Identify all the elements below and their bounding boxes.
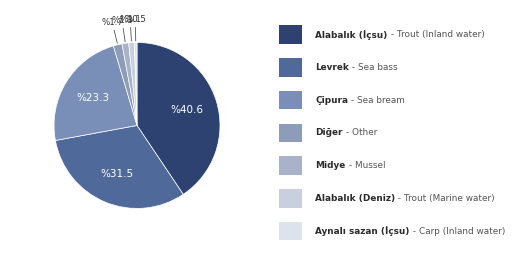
Bar (279, 25, 302, 44)
Text: - Sea bass: - Sea bass (349, 63, 398, 72)
Text: %1.1: %1.1 (119, 15, 141, 24)
Text: %23.3: %23.3 (76, 93, 109, 103)
Text: - Trout (Inland water): - Trout (Inland water) (387, 30, 484, 39)
Text: %1.3: %1.3 (111, 16, 133, 25)
Wedge shape (54, 46, 137, 141)
Bar (279, 58, 302, 77)
Text: - Trout (Marine water): - Trout (Marine water) (395, 194, 495, 203)
Text: - Carp (Inland water): - Carp (Inland water) (409, 227, 505, 236)
Bar (279, 156, 302, 175)
Wedge shape (134, 42, 137, 125)
Text: Diğer: Diğer (315, 129, 343, 137)
Text: Levrek: Levrek (315, 63, 349, 72)
Text: - Sea bream: - Sea bream (348, 96, 405, 105)
Bar (279, 91, 302, 109)
Wedge shape (113, 44, 137, 125)
Wedge shape (137, 42, 220, 194)
Text: %40.6: %40.6 (171, 105, 203, 115)
Text: Aynalı sazan (İçsu): Aynalı sazan (İçsu) (315, 226, 409, 236)
Text: Alabalık (Deniz): Alabalık (Deniz) (315, 194, 395, 203)
Bar (279, 189, 302, 208)
Text: %31.5: %31.5 (100, 169, 133, 179)
Text: Çipura: Çipura (315, 96, 348, 105)
Text: - Other: - Other (343, 129, 377, 137)
Text: %0.5: %0.5 (124, 15, 147, 24)
Wedge shape (122, 43, 137, 125)
Bar (279, 222, 302, 240)
Bar (279, 124, 302, 142)
Text: %1.7: %1.7 (101, 18, 123, 27)
Wedge shape (129, 42, 137, 125)
Text: Midye: Midye (315, 161, 346, 170)
Wedge shape (55, 125, 183, 208)
Text: - Mussel: - Mussel (346, 161, 385, 170)
Text: Alabalık (İçsu): Alabalık (İçsu) (315, 30, 387, 40)
